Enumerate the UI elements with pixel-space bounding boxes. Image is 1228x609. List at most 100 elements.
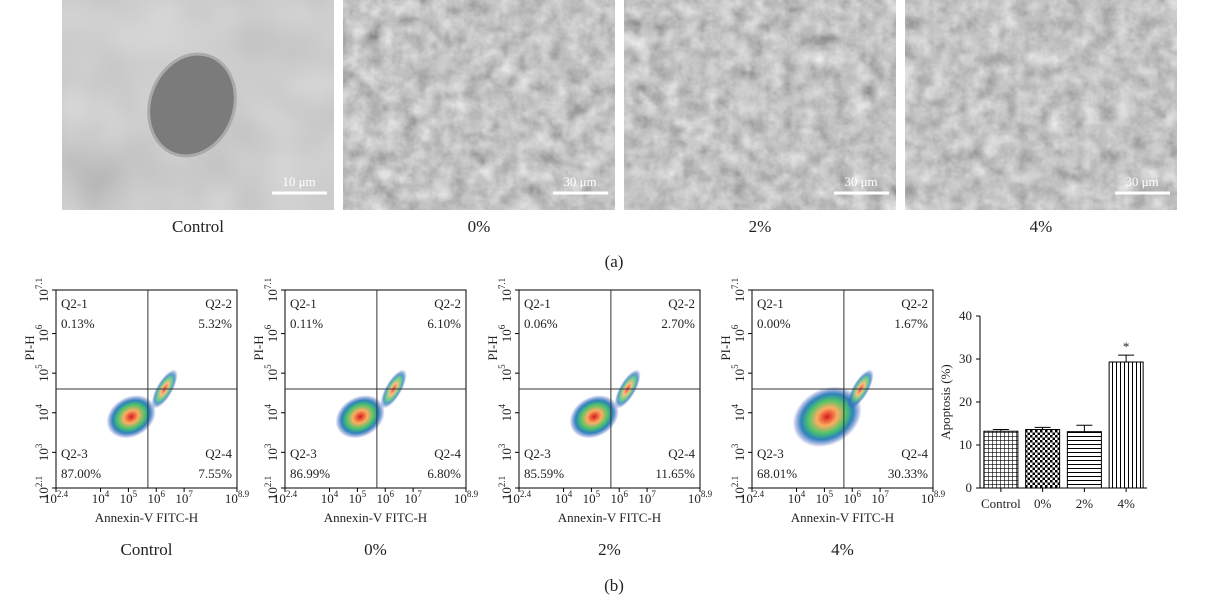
tick-exponent: 6 (263, 324, 273, 329)
x-tick-label: 104 (321, 489, 339, 506)
y-tick-label: 104 (34, 404, 51, 422)
image-caption: 2% (749, 217, 772, 236)
x-tick-label: 105 (816, 489, 834, 506)
tick-exponent: 4 (497, 404, 507, 409)
tick-base: 10 (610, 491, 623, 506)
y-tick-label: 104 (730, 404, 747, 422)
quadrant-value: 86.99% (290, 466, 330, 481)
quadrant-name: Q2-3 (757, 446, 784, 461)
quadrant-name: Q2-2 (668, 296, 695, 311)
tick-exponent: 4 (568, 489, 573, 499)
image-caption: 4% (1030, 217, 1053, 236)
y-tick-label: 107.1 (263, 278, 280, 302)
bar (1025, 429, 1061, 489)
tick-exponent: 6 (34, 324, 44, 329)
tick-exponent: 4 (105, 489, 110, 499)
tick-exponent: 4 (730, 404, 740, 409)
quadrant-name: Q2-3 (290, 446, 317, 461)
tick-exponent: 2.4 (57, 489, 69, 499)
y-tick-label: 102.1 (730, 476, 747, 500)
tick-base: 10 (321, 491, 334, 506)
quadrant-name: Q2-4 (901, 446, 928, 461)
y-tick-label: 105 (263, 364, 280, 382)
tick-exponent: 7.1 (730, 278, 740, 289)
y-tick-label: 102.1 (497, 476, 514, 500)
image-caption: Control (172, 217, 224, 236)
quadrant-value: 0.13% (61, 316, 95, 331)
quadrant-name: Q2-1 (61, 296, 88, 311)
x-tick-label: 104 (788, 489, 806, 506)
tick-exponent: 3 (497, 443, 507, 448)
x-tick-label: 104 (92, 489, 110, 506)
tick-exponent: 2.1 (730, 476, 740, 487)
tick-base: 10 (92, 491, 105, 506)
scale-bar-label: 30 μm (844, 174, 877, 189)
quadrant-name: Q2-3 (524, 446, 551, 461)
x-tick-label: 102.4 (273, 489, 298, 506)
quadrant-value: 30.33% (888, 466, 928, 481)
tick-base: 10 (732, 409, 747, 422)
tick-exponent: 4 (34, 404, 44, 409)
tick-base: 10 (499, 289, 514, 302)
y-tick-label: 40 (959, 308, 972, 323)
tick-base: 10 (265, 448, 280, 461)
x-tick-label: 102.4 (44, 489, 69, 506)
y-tick-label: 103 (730, 443, 747, 461)
x-tick-label: 0% (1034, 496, 1052, 511)
tick-exponent: 6 (160, 489, 165, 499)
tick-exponent: 2.4 (520, 489, 532, 499)
quadrant-name: Q2-2 (901, 296, 928, 311)
y-tick-label: 20 (959, 394, 972, 409)
tick-exponent: 5 (133, 489, 138, 499)
quadrant-value: 6.10% (427, 316, 461, 331)
plot-caption: 0% (364, 540, 387, 559)
density (106, 395, 156, 439)
tick-base: 10 (688, 491, 701, 506)
x-tick-label: 106 (843, 489, 861, 506)
quadrant-name: Q2-4 (205, 446, 232, 461)
flow-plot: 102.4 104 105 106 107 108.9102.11031041051061… (718, 278, 946, 559)
x-axis-label: Annexin-V FITC-H (324, 510, 427, 525)
panel-label: (a) (605, 252, 624, 271)
x-tick-label: 105 (120, 489, 138, 506)
tick-base: 10 (788, 491, 801, 506)
x-axis-label: Annexin-V FITC-H (95, 510, 198, 525)
quadrant-name: Q2-1 (290, 296, 317, 311)
x-tick-label: 108.9 (688, 489, 713, 506)
tick-exponent: 7 (651, 489, 656, 499)
tick-base: 10 (265, 369, 280, 382)
tick-exponent: 2.4 (286, 489, 298, 499)
scale-bar-label: 10 μm (282, 174, 315, 189)
quadrant-value: 0.00% (757, 316, 791, 331)
x-tick-label: 4% (1117, 496, 1135, 511)
tick-exponent: 7 (188, 489, 193, 499)
tick-base: 10 (740, 491, 753, 506)
quadrant-value: 0.11% (290, 316, 323, 331)
tick-exponent: 6 (389, 489, 394, 499)
tick-exponent: 7.1 (497, 278, 507, 289)
tick-exponent: 8.9 (701, 489, 713, 499)
tick-exponent: 7 (884, 489, 889, 499)
quadrant-value: 85.59% (524, 466, 564, 481)
plot-caption: 4% (831, 540, 854, 559)
x-tick-label: 107 (871, 489, 889, 506)
y-axis-label: PI-H (22, 335, 37, 360)
tick-base: 10 (225, 491, 238, 506)
tick-base: 10 (871, 491, 884, 506)
tick-base: 10 (638, 491, 651, 506)
quadrant-name: Q2-3 (61, 446, 88, 461)
flow-plot: 102.4 104 105 106 107 108.9102.11031041051061… (251, 278, 479, 559)
x-tick-label: 107 (638, 489, 656, 506)
tick-exponent: 5 (34, 364, 44, 369)
significance-mark: * (1123, 339, 1130, 354)
tick-base: 10 (265, 487, 280, 500)
tick-base: 10 (499, 369, 514, 382)
y-tick-label: 107.1 (497, 278, 514, 302)
tick-base: 10 (36, 329, 51, 342)
tick-exponent: 5 (730, 364, 740, 369)
quadrant-value: 2.70% (661, 316, 695, 331)
quadrant-value: 5.32% (198, 316, 232, 331)
x-tick-label: 102.4 (740, 489, 765, 506)
tick-base: 10 (147, 491, 160, 506)
